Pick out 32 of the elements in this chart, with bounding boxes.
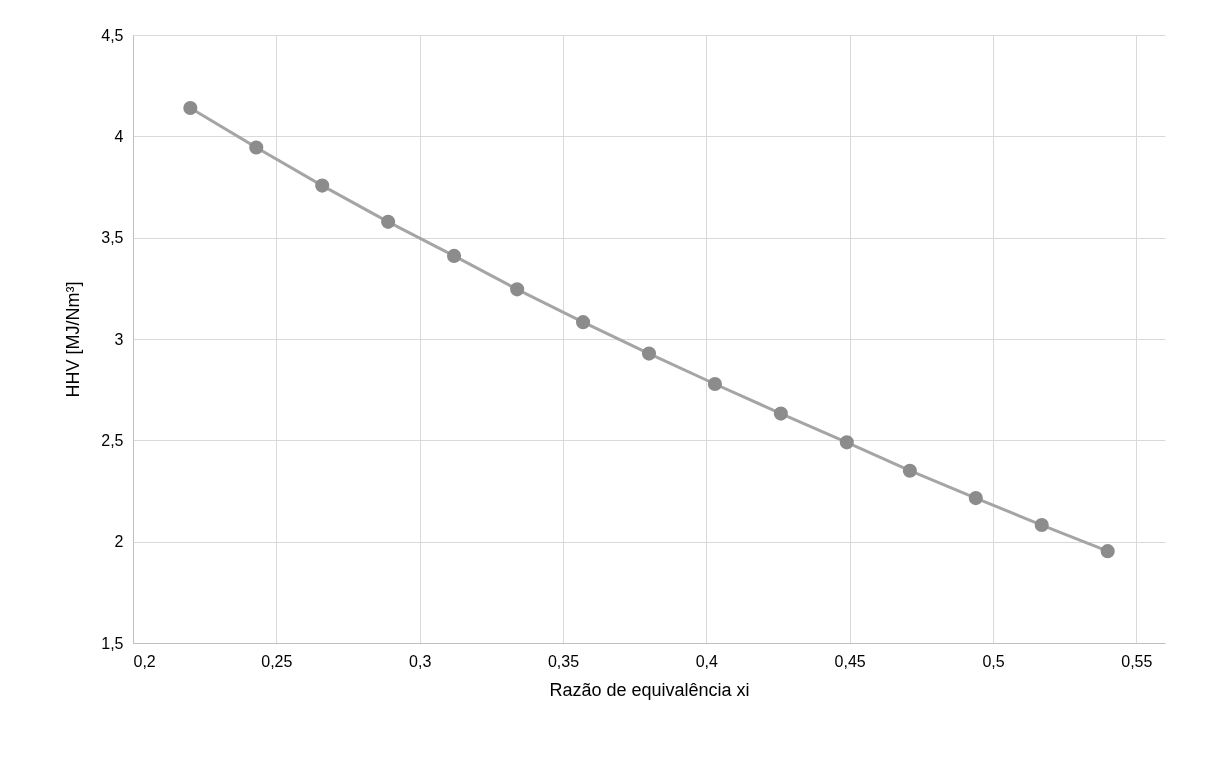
x-tick-label: 0,4 bbox=[695, 652, 719, 670]
x-tick-label: 0,2 bbox=[133, 652, 156, 670]
x-axis-title: Razão de equivalência xi bbox=[549, 679, 750, 700]
x-tick-label: 0,45 bbox=[834, 652, 866, 670]
point bbox=[447, 248, 462, 263]
point bbox=[968, 491, 983, 506]
point bbox=[576, 315, 591, 330]
point bbox=[1100, 544, 1115, 559]
point bbox=[839, 435, 854, 450]
point bbox=[249, 140, 264, 155]
point bbox=[902, 463, 917, 478]
point bbox=[510, 282, 525, 297]
x-tick-label: 0,35 bbox=[547, 652, 580, 670]
y-tick-label: 3 bbox=[114, 330, 124, 348]
x-tick-label: 0,3 bbox=[409, 652, 432, 670]
y-tick-label: 4,5 bbox=[101, 26, 124, 44]
y-axis-title: HHV [MJ/Nm³] bbox=[63, 281, 84, 398]
point bbox=[773, 406, 788, 421]
x-tick-label: 0,55 bbox=[1121, 652, 1153, 670]
y-tick-label: 3,5 bbox=[101, 229, 124, 247]
y-tick-label: 2,5 bbox=[101, 431, 124, 449]
point bbox=[707, 376, 722, 392]
point bbox=[1034, 517, 1049, 533]
y-tick-label: 2 bbox=[114, 533, 124, 551]
x-tick-label: 0,5 bbox=[982, 652, 1005, 670]
y-tick-label: 4 bbox=[114, 127, 124, 145]
point bbox=[381, 214, 396, 229]
x-tick-label: 0,25 bbox=[261, 652, 293, 670]
point bbox=[315, 178, 330, 193]
point bbox=[183, 100, 198, 116]
point bbox=[641, 346, 657, 361]
y-tick-label: 1,5 bbox=[101, 634, 124, 652]
